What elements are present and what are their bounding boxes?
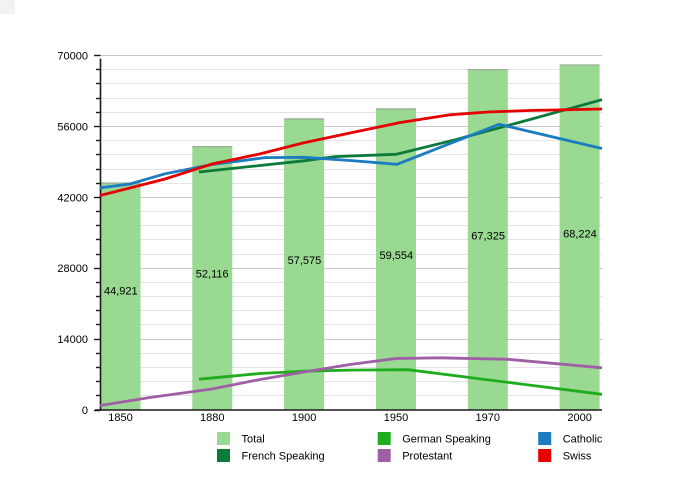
svg-text:German Speaking: German Speaking [402,434,491,446]
svg-text:Catholic: Catholic [563,434,603,446]
svg-text:1900: 1900 [292,412,316,424]
svg-text:44,921: 44,921 [104,286,138,298]
svg-text:57,575: 57,575 [288,255,322,267]
svg-text:70000: 70000 [57,51,88,63]
svg-text:56000: 56000 [57,121,88,133]
svg-text:Swiss: Swiss [563,451,592,463]
svg-text:28000: 28000 [57,263,88,275]
svg-text:42000: 42000 [57,192,88,204]
svg-text:1850: 1850 [108,412,132,424]
svg-text:52,116: 52,116 [196,269,229,281]
svg-text:0: 0 [82,405,88,417]
svg-text:1880: 1880 [200,412,224,424]
svg-text:59,554: 59,554 [380,250,414,262]
svg-text:2000: 2000 [567,412,591,424]
svg-text:14000: 14000 [57,334,88,346]
svg-text:Protestant: Protestant [402,451,452,463]
svg-text:Total: Total [242,434,265,446]
svg-text:1950: 1950 [384,412,408,424]
svg-text:1970: 1970 [476,412,500,424]
svg-text:68,224: 68,224 [563,229,597,241]
svg-text:67,325: 67,325 [471,231,505,243]
svg-text:French Speaking: French Speaking [242,451,325,463]
